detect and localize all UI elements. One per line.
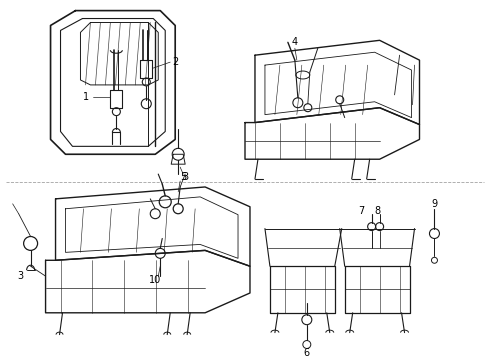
Text: 4: 4: [292, 37, 298, 47]
Text: 7: 7: [359, 206, 365, 216]
Text: 10: 10: [149, 275, 161, 285]
Text: 5: 5: [180, 172, 186, 182]
Text: 6: 6: [304, 348, 310, 359]
Text: 1: 1: [83, 92, 90, 102]
Text: 3: 3: [182, 172, 188, 182]
Text: 9: 9: [431, 199, 438, 209]
Text: 8: 8: [374, 206, 381, 216]
Text: 2: 2: [172, 57, 178, 67]
Text: 3: 3: [18, 271, 24, 281]
